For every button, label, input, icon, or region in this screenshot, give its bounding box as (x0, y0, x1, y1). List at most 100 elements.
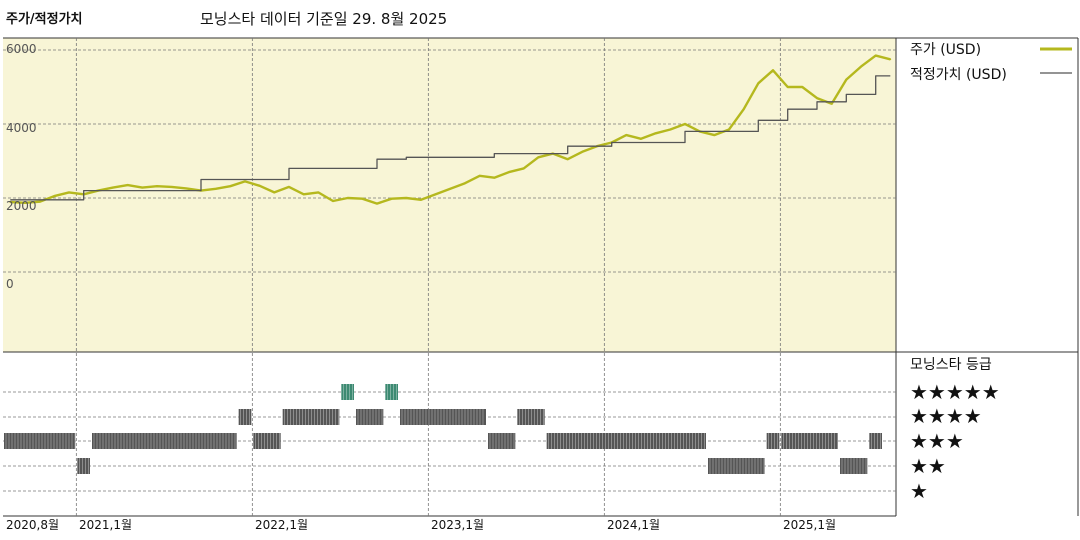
price-point (53, 195, 56, 198)
price-point (9, 201, 12, 204)
fair-value-line (10, 75, 891, 201)
price-point (288, 186, 290, 188)
rating-bar-3-stars (488, 433, 516, 449)
legend-price-label: 주가 (USD) (910, 42, 981, 58)
x-tick-label: 2025,1월 (783, 518, 836, 532)
price-point (112, 186, 114, 189)
price-point (816, 97, 818, 99)
price-point (405, 197, 408, 199)
rating-bar-block (840, 458, 868, 474)
rating-bar-3-stars (253, 433, 281, 449)
price-point (669, 128, 672, 131)
price-point (141, 186, 144, 189)
price-point (390, 197, 393, 200)
rating-bar-block (282, 409, 340, 425)
x-tick-label: 2021,1월 (79, 518, 132, 532)
price-point (860, 65, 862, 68)
price-point (742, 108, 745, 111)
price-point (801, 86, 804, 88)
rating-bar-2-stars (77, 458, 90, 474)
price-point (24, 201, 26, 204)
price-point (654, 132, 657, 135)
price-point (376, 202, 378, 205)
rating-bar-3-stars (869, 433, 882, 449)
y-tick-label: 4000 (6, 121, 37, 135)
price-point (317, 191, 320, 194)
price-point (273, 191, 276, 194)
rating-level-2-stars: ★★ (910, 454, 946, 478)
price-point (874, 54, 877, 57)
price-point (68, 191, 70, 194)
rating-bar-4-stars (356, 409, 384, 425)
price-point (566, 158, 569, 161)
rating-bar-3-stars (546, 433, 706, 449)
data-date-label: 모닝스타 데이터 기준일 29. 8월 2025 (200, 10, 448, 28)
x-tick-label: 2022,1월 (255, 518, 308, 532)
price-point (772, 69, 774, 72)
rating-bar-block (92, 433, 237, 449)
rating-panel-title: 모닝스타 등급 (910, 357, 992, 373)
price-point (156, 185, 158, 188)
rating-bar-block (781, 433, 838, 449)
price-point (258, 184, 261, 187)
rating-level-5-stars: ★★★★★ (910, 380, 1000, 404)
rating-bar-4-stars (238, 409, 252, 425)
rating-level-3-stars: ★★★ (910, 429, 964, 453)
rating-bar-5-stars (385, 384, 398, 400)
price-point (478, 174, 481, 177)
rating-bar-block (766, 433, 780, 449)
price-point (185, 187, 188, 190)
price-point (830, 102, 833, 105)
rating-bar-3-stars (92, 433, 237, 449)
rating-bar-block (4, 433, 76, 449)
price-point (332, 200, 334, 202)
price-point (464, 182, 466, 185)
price-point (728, 128, 730, 131)
price-point (493, 176, 496, 179)
rating-bar-4-stars (282, 409, 340, 425)
legend-fair-value-label: 적정가치 (USD) (910, 67, 1007, 83)
rating-bar-3-stars (781, 433, 838, 449)
rating-bar-block (400, 409, 486, 425)
x-tick-label: 2023,1월 (431, 518, 484, 532)
price-point (449, 187, 452, 190)
price-point (522, 167, 525, 170)
rating-bar-3-stars (766, 433, 780, 449)
rating-bar-2-stars (708, 458, 765, 474)
price-point (361, 197, 364, 200)
x-tick-label: 2024,1월 (607, 518, 660, 532)
price-point (786, 86, 789, 88)
price-point (38, 200, 41, 203)
rating-bar-block (517, 409, 545, 425)
y-tick-label: 0 (6, 277, 14, 291)
rating-bar-3-stars (4, 433, 76, 449)
price-point (757, 82, 760, 85)
price-point (889, 58, 892, 61)
rating-bar-block (341, 384, 354, 400)
price-point (640, 137, 642, 140)
y-tick-label: 6000 (6, 42, 37, 56)
rating-bar-5-stars (341, 384, 354, 400)
rating-level-1-star: ★ (910, 479, 928, 503)
price-point (244, 180, 246, 183)
price-point (214, 187, 217, 190)
rating-bar-block (238, 409, 252, 425)
rating-bar-block (488, 433, 516, 449)
price-point (170, 186, 173, 188)
rating-bar-block (356, 409, 384, 425)
price-point (420, 198, 422, 201)
plot-background (3, 38, 896, 352)
chart-title: 주가/적정가치 (6, 12, 83, 27)
price-point (713, 134, 716, 137)
price-point (229, 185, 232, 188)
rating-bar-4-stars (517, 409, 545, 425)
rating-level-4-stars: ★★★★ (910, 404, 982, 428)
price-point (302, 193, 305, 196)
y-tick-label: 2000 (6, 199, 37, 213)
price-point (346, 197, 349, 199)
rating-bar-block (77, 458, 90, 474)
price-point (625, 134, 628, 137)
x-tick-label: 2020,8월 (6, 518, 59, 532)
rating-history-bars (4, 384, 882, 474)
